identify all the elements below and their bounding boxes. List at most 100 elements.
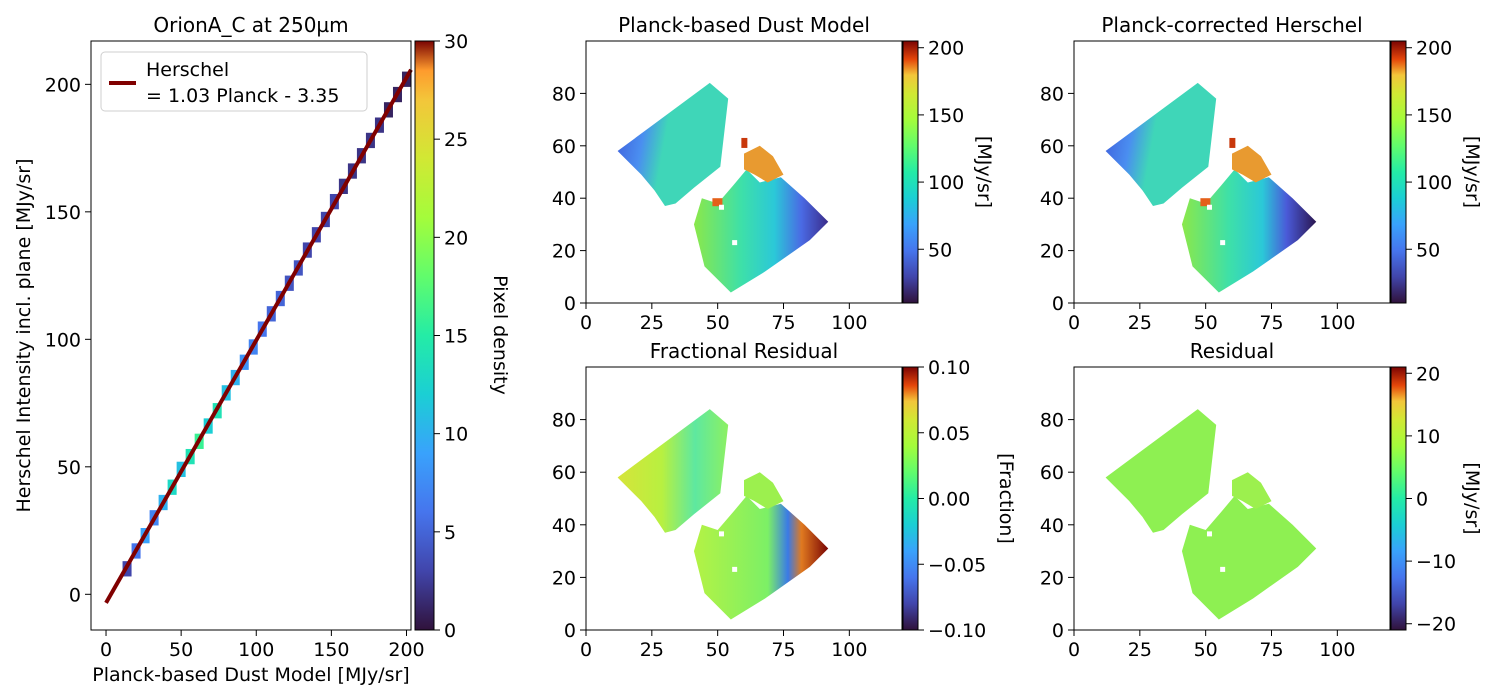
colorbar-tick-label: 5 [444,522,456,544]
x-tick-label: 200 [388,639,424,661]
colorbar-tick-label: 0 [444,620,456,642]
colorbar-tick-label: 100 [1416,172,1452,194]
x-tick-label: 25 [640,312,664,334]
map-title: Fractional Residual [650,339,838,363]
colorbar [414,40,435,631]
x-tick-label: 75 [1259,312,1283,334]
map-region-blob [744,472,784,510]
y-tick-label: 100 [45,329,81,351]
y-tick-label: 80 [1040,410,1064,432]
y-tick-label: 40 [552,515,576,537]
map-title: Planck-based Dust Model [618,13,870,37]
x-tick-label: 75 [1259,639,1283,661]
y-tick-label: 0 [564,293,576,315]
chart-title: OrionA_C at 250µm [153,13,348,37]
y-tick-label: 150 [45,202,81,224]
colorbar-tick-label: 20 [444,227,468,249]
colorbar [1390,40,1407,304]
legend: Herschel = 1.03 Planck - 3.35 [100,51,368,112]
x-tick-label: 0 [580,639,592,661]
y-tick-label: 0 [1052,293,1064,315]
colorbar-label: [MJy/sr] [1461,136,1483,208]
map-frame [585,366,903,631]
map-region-upper [1105,82,1217,207]
x-tick-label: 100 [831,312,867,334]
colorbar-tick-label: 200 [1416,38,1452,60]
colorbar-tick-label: 200 [928,38,964,60]
colorbar-tick-label: 0.05 [928,423,970,445]
map-hole [1220,240,1226,246]
y-tick-label: 20 [552,241,576,263]
legend-label-line-1: Herschel [146,59,229,81]
colorbar-tick-label: −0.10 [928,620,986,642]
x-tick-label: 75 [771,312,795,334]
x-tick-label: 100 [1319,312,1355,334]
y-tick-label: 200 [45,74,81,96]
colorbar-tick-label: 20 [1416,363,1440,385]
x-tick-label: 50 [706,639,730,661]
x-tick-label: 75 [771,639,795,661]
colorbar-tick-label: 50 [1416,239,1440,261]
x-tick-label: 150 [313,639,349,661]
colorbar-label: Pixel density [489,275,511,395]
legend-box [100,51,368,112]
y-tick-label: 80 [1040,83,1064,105]
x-tick-label: 50 [169,639,193,661]
map-region-lower [693,169,829,293]
x-tick-label: 25 [640,639,664,661]
x-tick-label: 25 [1128,312,1152,334]
colorbar-tick-label: 0.10 [928,357,970,379]
x-tick-label: 0 [580,312,592,334]
colorbar-tick-label: −0.05 [928,554,986,576]
map-frame [1073,366,1391,631]
map-region-upper [617,409,729,533]
map-region-blob [744,145,784,183]
map-hole [732,240,738,246]
map-panel-herschel: Planck-corrected Herschel 0 25 50 75 100 0 20 40… [1040,13,1483,334]
y-tick-label: 0 [69,584,81,606]
colorbar-tick-label: 30 [444,31,468,53]
colorbar-tick-label: 0 [1416,489,1428,511]
y-tick-label: 80 [552,83,576,105]
x-axis-label: Planck-based Dust Model [MJy/sr] [92,664,409,686]
map-region-upper [1105,409,1217,533]
map-region-lower [1181,495,1317,620]
map-frame [1073,40,1391,304]
colorbar-tick-label: 10 [444,424,468,446]
map-region-blob [1232,145,1272,183]
map-hotspot [741,137,748,148]
x-tick-label: 0 [100,639,112,661]
y-tick-label: 50 [57,457,81,479]
y-tick-label: 20 [1040,241,1064,263]
colorbar-tick-label: 25 [444,129,468,151]
legend-label-line-2: = 1.03 Planck - 3.35 [146,85,339,107]
map-hotspot [1229,137,1236,148]
y-tick-label: 40 [1040,188,1064,210]
map-panel-frac: Fractional Residual 0 25 50 75 100 0 20 40 60 80 0.… [552,339,1017,661]
x-tick-label: 25 [1128,639,1152,661]
y-tick-label: 20 [1040,567,1064,589]
y-tick-label: 40 [552,188,576,210]
y-tick-label: 20 [552,567,576,589]
colorbar-label: [Fraction] [995,453,1017,544]
y-tick-label: 60 [552,462,576,484]
x-tick-label: 0 [1068,312,1080,334]
y-tick-label: 60 [552,136,576,158]
colorbar-tick-label: 15 [444,326,468,348]
colorbar-label: [MJy/sr] [973,136,995,208]
y-tick-label: 40 [1040,515,1064,537]
map-title: Residual [1190,339,1274,363]
map-region-blob [1232,472,1272,510]
colorbar [902,40,919,304]
colorbar-tick-label: 100 [928,172,964,194]
map-region-upper [617,82,729,207]
x-tick-label: 100 [831,639,867,661]
map-hole [1220,566,1226,572]
x-tick-label: 50 [1194,639,1218,661]
x-tick-label: 0 [1068,639,1080,661]
fit-line [104,68,413,604]
colorbar-tick-label: 0.00 [928,489,970,511]
map-frame [585,40,903,304]
